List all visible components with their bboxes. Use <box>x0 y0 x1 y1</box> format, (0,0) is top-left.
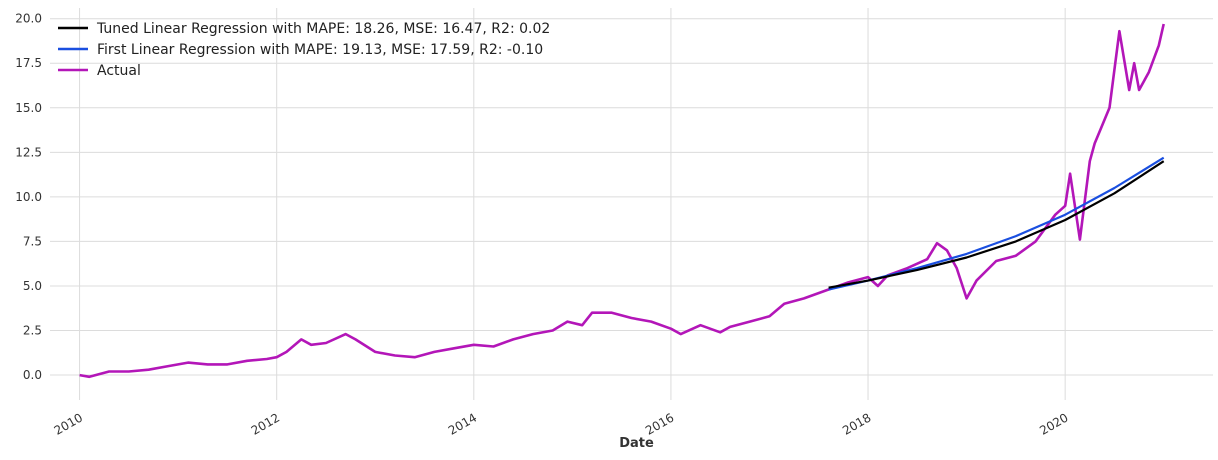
y-tick-label: 5.0 <box>23 279 42 293</box>
x-tick-label: 2016 <box>643 410 676 437</box>
y-tick-label: 2.5 <box>23 324 42 338</box>
series-line-2 <box>828 156 1165 291</box>
series-line-1 <box>828 160 1165 289</box>
y-tick-label: 12.5 <box>15 145 42 159</box>
legend-label: Tuned Linear Regression with MAPE: 18.26… <box>96 21 550 37</box>
y-axis-ticks: 0.0 2.5 5.0 7.5 10.0 12.5 15.0 17.5 20.0 <box>15 12 42 382</box>
y-tick-label: 15.0 <box>15 101 42 115</box>
x-tick-label: 2018 <box>840 410 873 437</box>
series-line-3 <box>79 23 1165 379</box>
legend-label: First Linear Regression with MAPE: 19.13… <box>97 42 543 58</box>
y-tick-label: 10.0 <box>15 190 42 204</box>
y-tick-label: 0.0 <box>23 368 42 382</box>
x-axis-label: Date <box>619 436 654 451</box>
y-tick-label: 20.0 <box>15 12 42 26</box>
y-tick-label: 17.5 <box>15 56 42 70</box>
grid <box>50 8 1213 400</box>
x-tick-label: 2014 <box>446 410 479 437</box>
legend: Tuned Linear Regression with MAPE: 18.26… <box>58 21 550 79</box>
y-tick-label: 7.5 <box>23 234 42 248</box>
legend-label: Actual <box>97 63 141 79</box>
x-tick-label: 2020 <box>1037 410 1070 437</box>
x-tick-label: 2010 <box>52 410 85 437</box>
x-axis-ticks: 2010 2012 2014 2016 2018 2020 <box>52 410 1071 437</box>
x-tick-label: 2012 <box>249 410 282 437</box>
series-lines <box>79 23 1165 379</box>
